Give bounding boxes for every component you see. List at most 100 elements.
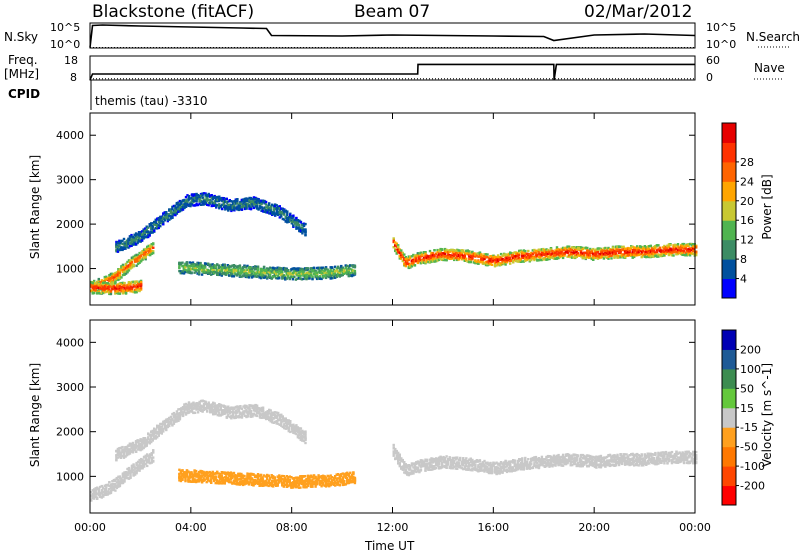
power-cell	[459, 249, 462, 252]
power-cell	[328, 272, 331, 276]
power-cell	[513, 259, 516, 262]
power-cell	[477, 252, 480, 256]
power-cell	[276, 274, 279, 277]
power-cell	[433, 257, 436, 260]
velocity-cell	[197, 477, 201, 480]
power-cell	[202, 270, 205, 273]
velocity-cell	[135, 463, 138, 466]
power-cell	[187, 270, 190, 274]
velocity-cell	[213, 477, 216, 481]
power-cell	[299, 270, 302, 273]
power-cell	[231, 268, 234, 271]
power-cell	[142, 229, 145, 233]
freq-tick-right-low: 0	[706, 71, 713, 84]
power-cell	[328, 270, 331, 273]
power-cell	[456, 249, 459, 252]
power-cell	[227, 200, 230, 203]
velocity-cell	[207, 479, 210, 482]
power-cell	[267, 274, 270, 277]
power-cell	[353, 272, 357, 275]
power-cell	[323, 269, 326, 273]
velocity-cell	[105, 491, 108, 494]
power-cell	[639, 249, 642, 253]
power-cell	[259, 267, 263, 271]
velocity-cell	[118, 484, 122, 488]
power-cell	[224, 205, 227, 208]
power-cell	[256, 269, 260, 272]
power-cell	[431, 257, 435, 261]
power-cell	[136, 285, 140, 288]
power-cell	[152, 246, 155, 249]
power-cell	[154, 227, 157, 230]
velocity-cell	[240, 480, 243, 483]
power-cell	[419, 255, 423, 258]
velocity-cell	[250, 483, 254, 486]
velocity-cell	[102, 490, 105, 494]
power-cell	[601, 251, 604, 254]
velocity-cell	[193, 469, 196, 472]
power-cell	[178, 203, 182, 207]
power-cell	[575, 253, 578, 256]
power-cell	[521, 252, 524, 256]
power-cell	[228, 268, 231, 272]
power-cell	[99, 284, 102, 287]
power-cell	[563, 252, 566, 255]
power-cell	[301, 229, 304, 232]
velocity-cell	[99, 491, 102, 495]
power-cell	[490, 255, 494, 258]
power-cell	[337, 274, 340, 277]
power-cell	[249, 270, 252, 273]
power-cell	[231, 206, 235, 209]
power-cell	[195, 203, 198, 207]
power-cell	[454, 253, 457, 256]
power-cell	[123, 269, 126, 272]
power-cell	[507, 257, 510, 261]
velocity-cell	[244, 482, 248, 485]
power-cell	[663, 247, 666, 250]
power-cell	[602, 247, 606, 250]
power-cell	[554, 257, 557, 260]
velocity-cell	[181, 469, 184, 472]
power-cell	[280, 207, 283, 210]
power-cell	[102, 285, 105, 288]
power-cell	[610, 249, 613, 252]
power-cell	[566, 251, 569, 254]
velocity-cell	[238, 480, 242, 483]
power-cell	[193, 204, 197, 207]
power-cell	[246, 272, 249, 275]
power-cell	[124, 244, 127, 247]
power-cell	[613, 249, 616, 253]
power-cell	[404, 260, 407, 263]
power-cell	[584, 256, 587, 260]
power-cell	[530, 251, 533, 255]
power-cell	[127, 246, 130, 249]
power-cell	[277, 207, 280, 210]
power-cell	[234, 267, 237, 271]
power-cell	[692, 247, 695, 251]
power-cell	[495, 256, 498, 259]
power-cell	[138, 261, 141, 264]
velocity-cell	[106, 490, 109, 493]
power-cell	[240, 271, 243, 274]
power-cell	[137, 234, 141, 237]
velocity-cell	[220, 475, 223, 479]
power-cell	[651, 247, 654, 250]
power-cell	[201, 192, 204, 195]
velocity-cell	[94, 493, 97, 496]
power-cell	[217, 272, 220, 276]
power-cell	[296, 219, 300, 223]
power-cell	[238, 271, 242, 275]
power-cell	[300, 267, 304, 271]
power-cell	[291, 273, 295, 276]
power-cell	[430, 251, 433, 255]
power-cell	[225, 204, 228, 207]
power-cell	[481, 261, 485, 264]
power-cell	[231, 264, 234, 267]
power-cell	[115, 290, 119, 293]
power-cell	[496, 262, 500, 266]
power-cell	[413, 254, 417, 258]
power-cell	[180, 202, 183, 206]
power-cell	[126, 265, 129, 268]
power-cell	[586, 255, 589, 259]
power-cell	[252, 196, 256, 200]
